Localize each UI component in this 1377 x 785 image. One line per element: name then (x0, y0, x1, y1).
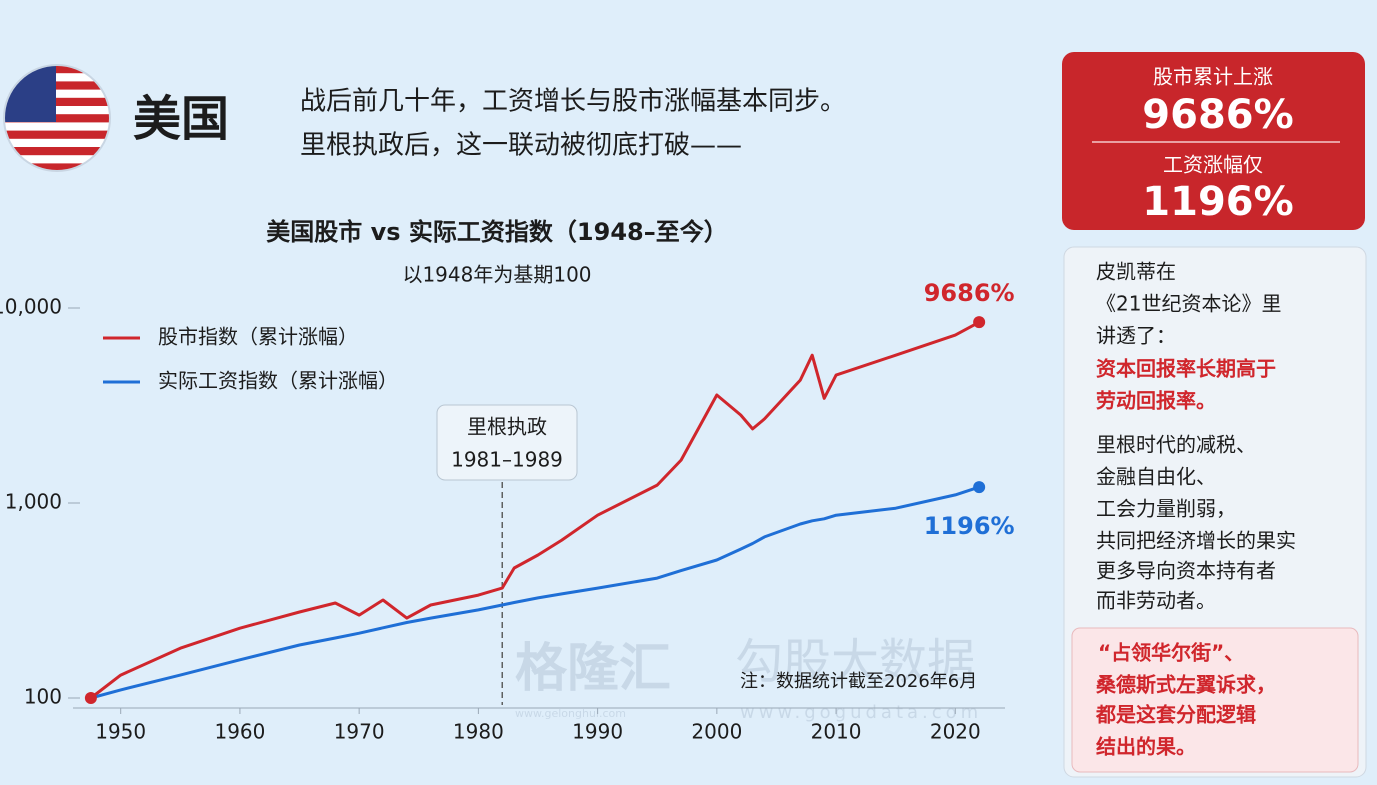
watermark: 格隆汇 (515, 639, 671, 699)
x-tick-label: 1980 (453, 720, 504, 744)
quote-line: 桑德斯式左翼诉求， (1096, 673, 1276, 697)
end-point (973, 316, 986, 329)
annotation-box (436, 404, 578, 481)
commentary-body: 金融自由化、 (1096, 465, 1216, 489)
intro-line: 里根执政后，这一联动被彻底打破—— (300, 131, 742, 161)
commentary-body: 更多导向资本持有者 (1096, 559, 1276, 583)
stats-panel (1062, 52, 1365, 230)
legend-label: 实际工资指数（累计涨幅） (158, 369, 398, 393)
x-tick-label: 1970 (334, 720, 385, 744)
quote-line: 结出的果。 (1096, 735, 1196, 759)
watermark: 勾股大数据 (735, 634, 975, 690)
commentary-intro: 皮凯蒂在 (1096, 260, 1176, 284)
x-tick-label: 1960 (214, 720, 265, 744)
commentary-highlight: 劳动回报率。 (1096, 389, 1216, 413)
watermark: www.gelonghui.com (515, 707, 626, 720)
chart-subtitle: 以1948年为基期100 (402, 263, 591, 287)
commentary-body: 而非劳动者。 (1096, 589, 1216, 613)
annotation-text: 里根执政 (467, 415, 547, 439)
quote-line: 都是这套分配逻辑 (1095, 703, 1256, 727)
end-label: 1196% (924, 512, 1015, 540)
quote-line: “占领华尔街”、 (1098, 641, 1244, 665)
stat-label: 股市累计上涨 (1153, 65, 1273, 89)
series-line (90, 485, 980, 700)
commentary-highlight: 资本回报率长期高于 (1096, 357, 1276, 381)
y-tick-label: 100 (24, 685, 62, 709)
x-tick-label: 1950 (95, 720, 146, 744)
chart-title: 美国股市 vs 实际工资指数（1948–至今） (266, 218, 727, 246)
country-name: 美国 (133, 91, 229, 147)
commentary-body: 工会力量削弱， (1096, 497, 1236, 521)
y-tick-label: 10,000 (0, 295, 62, 319)
end-label: 9686% (924, 279, 1015, 307)
series-line (89, 320, 980, 700)
start-point (84, 692, 97, 704)
stat-value: 9686% (1142, 92, 1293, 138)
x-tick-label: 2000 (691, 720, 742, 744)
end-point (973, 481, 986, 494)
annotation-period: 1981–1989 (451, 448, 563, 472)
commentary-intro: 讲透了： (1096, 324, 1176, 348)
stat-value: 1196% (1142, 179, 1293, 225)
chart-note: 注：数据统计截至2026年6月 (740, 671, 977, 692)
y-tick-label: 1,000 (5, 490, 62, 514)
stat-label: 工资涨幅仅 (1163, 153, 1263, 177)
flag-ring (3, 64, 111, 172)
x-tick-label: 2010 (811, 720, 862, 744)
commentary-intro: 《21世纪资本论》里 (1096, 292, 1281, 316)
watermark: www.gogudata.com (740, 702, 982, 723)
x-tick-label: 1990 (572, 720, 623, 744)
commentary-body: 里根时代的减税、 (1096, 433, 1256, 457)
intro-line: 战后前几十年，工资增长与股市涨幅基本同步。 (300, 87, 846, 117)
commentary-body: 共同把经济增长的果实 (1096, 529, 1296, 553)
x-tick-label: 2020 (930, 720, 981, 744)
quote-box (1071, 627, 1359, 773)
legend-label: 股市指数（累计涨幅） (158, 325, 358, 349)
